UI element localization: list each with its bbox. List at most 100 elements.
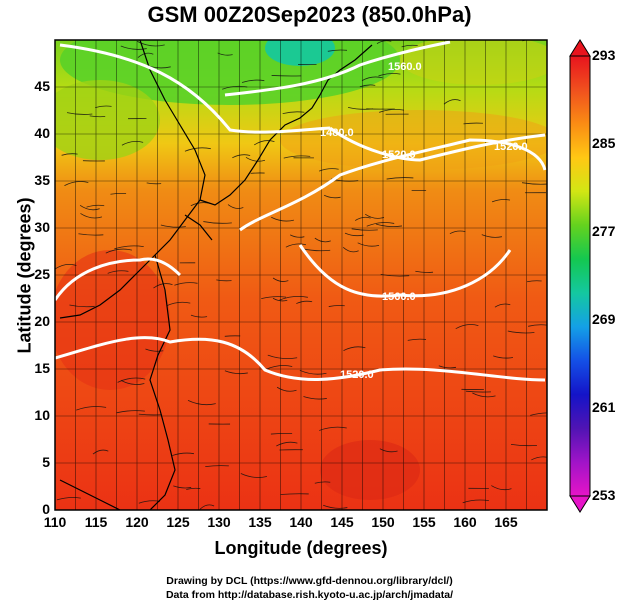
- streamline: [55, 263, 77, 270]
- streamline: [240, 473, 268, 478]
- streamline: [190, 314, 208, 318]
- streamline: [407, 338, 427, 341]
- streamline: [386, 177, 414, 180]
- streamline: [364, 213, 385, 219]
- streamline: [105, 248, 132, 254]
- contour-label: 1520.0: [494, 141, 528, 153]
- colorbar-tick-label: 269: [592, 311, 616, 327]
- streamline: [366, 222, 395, 227]
- plot-area: 1480.0 1520.0 1520.0 1560.0 1560.0 1520.…: [55, 40, 547, 510]
- streamline: [276, 441, 298, 447]
- streamline: [455, 324, 479, 330]
- streamline: [232, 154, 251, 159]
- x-tick-label: 155: [412, 514, 436, 530]
- streamline: [64, 181, 89, 186]
- x-tick-label: 145: [330, 514, 354, 530]
- streamline: [481, 234, 503, 238]
- streamline: [299, 369, 327, 375]
- streamline: [438, 365, 457, 369]
- colorbar-top-arrow: [569, 39, 591, 57]
- streamline: [271, 75, 302, 77]
- streamline: [314, 481, 331, 484]
- streamline: [290, 234, 305, 238]
- streamline: [530, 412, 547, 416]
- streamline: [491, 485, 512, 491]
- streamline: [138, 413, 162, 416]
- streamline: [172, 452, 195, 456]
- colorbar-bottom-arrow: [569, 495, 591, 513]
- streamline: [270, 433, 293, 435]
- streamline: [173, 485, 192, 489]
- streamline: [145, 348, 164, 352]
- streamline: [318, 168, 339, 172]
- streamline: [120, 45, 147, 50]
- streamline: [375, 223, 403, 227]
- streamline: [61, 153, 78, 156]
- streamline: [107, 270, 129, 274]
- streamline: [279, 295, 308, 301]
- colorbar-tick-label: 285: [592, 135, 616, 151]
- y-tick-label: 20: [34, 313, 50, 329]
- streamline: [280, 493, 309, 495]
- streamline: [361, 76, 383, 81]
- streamline: [285, 243, 307, 248]
- streamline: [89, 115, 106, 118]
- streamline: [314, 237, 331, 243]
- streamline: [117, 377, 146, 383]
- streamline: [114, 245, 144, 250]
- streamline: [272, 297, 288, 302]
- streamline: [510, 443, 537, 447]
- streamline: [378, 73, 401, 77]
- x-tick-label: 125: [166, 514, 190, 530]
- streamline: [245, 157, 266, 162]
- x-axis-label: Longitude (degrees): [214, 538, 388, 558]
- streamline: [344, 232, 364, 237]
- streamline: [472, 392, 496, 398]
- x-tick-label: 165: [494, 514, 518, 530]
- streamline: [166, 301, 191, 307]
- chart-title: GSM 00Z20Sep2023 (850.0hPa): [147, 2, 472, 27]
- colorbar-tick-label: 293: [592, 47, 616, 63]
- y-tick-label: 15: [34, 360, 50, 376]
- y-tick-label: 30: [34, 219, 50, 235]
- x-tick-label: 160: [453, 514, 477, 530]
- streamline: [253, 140, 275, 146]
- streamline: [401, 44, 418, 48]
- streamline: [146, 182, 162, 185]
- streamline: [86, 204, 105, 208]
- streamline: [327, 49, 348, 52]
- contour-label: 1560.0: [388, 61, 422, 73]
- streamline: [187, 399, 216, 406]
- contour-label: 1560.0: [382, 291, 416, 303]
- streamline: [354, 216, 371, 221]
- streamline: [494, 303, 511, 308]
- streamline: [222, 85, 248, 90]
- streamline: [493, 355, 514, 359]
- streamline: [66, 112, 93, 115]
- contour-label: 1520.0: [382, 149, 416, 161]
- streamline: [116, 410, 145, 414]
- streamline: [95, 105, 112, 108]
- streamline: [110, 193, 127, 195]
- x-tick-label: 115: [84, 514, 108, 530]
- x-tick-label: 135: [248, 514, 272, 530]
- streamline: [79, 205, 100, 211]
- streamline: [265, 365, 293, 370]
- credit-data: Data from http://database.rish.kyoto-u.a…: [165, 589, 454, 601]
- streamline: [227, 204, 244, 209]
- streamline: [267, 354, 298, 360]
- streamline: [199, 504, 215, 510]
- x-tick-label: 140: [289, 514, 313, 530]
- streamline: [137, 52, 154, 58]
- streamline: [465, 390, 491, 393]
- streamline: [78, 233, 104, 236]
- cold-spot: [265, 40, 335, 66]
- credit-drawing: Drawing by DCL (https://www.gfd-dennou.o…: [166, 575, 453, 587]
- streamline: [351, 228, 378, 231]
- colorbar: [569, 39, 591, 513]
- streamline: [186, 487, 201, 490]
- streamline: [174, 282, 198, 286]
- streamline: [80, 213, 103, 219]
- streamline: [342, 247, 359, 253]
